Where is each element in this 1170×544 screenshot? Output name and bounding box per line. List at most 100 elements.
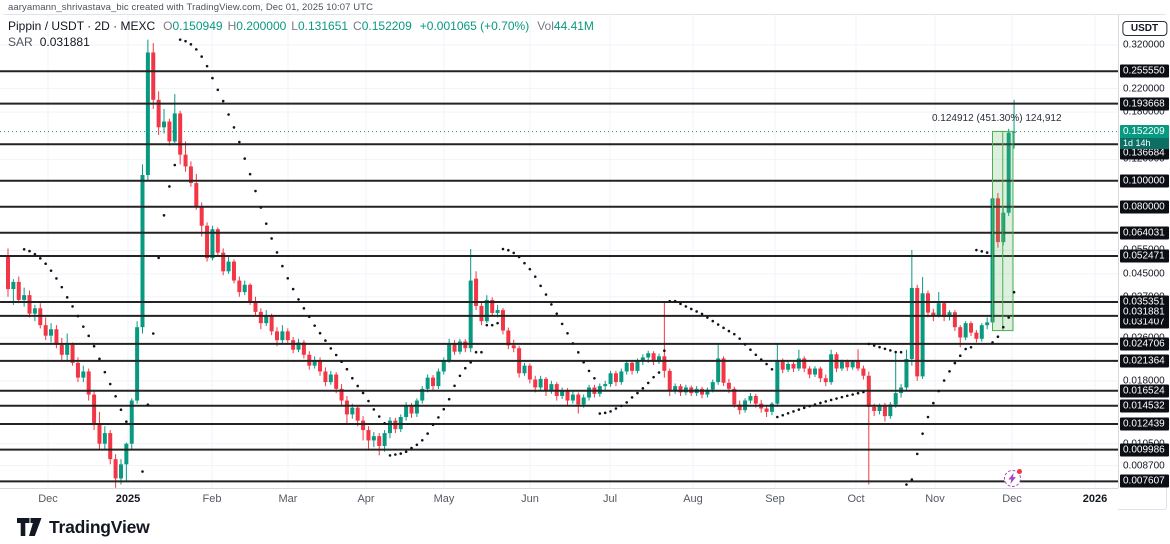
sar-dot [189, 43, 193, 46]
candle-body [909, 287, 914, 360]
sar-dot [404, 450, 408, 454]
sar-dot [985, 251, 989, 254]
candle-body [301, 342, 306, 355]
candle-body [457, 341, 462, 352]
indicator-legend[interactable]: SAR 0.031881 [8, 35, 90, 49]
candle-body [366, 430, 371, 441]
sar-dot [958, 354, 962, 358]
candle [355, 405, 360, 427]
price-level-badge: 0.014532 [1120, 399, 1169, 413]
candle-body [872, 406, 877, 411]
candle-body [382, 433, 387, 446]
candle [264, 310, 269, 326]
candle [425, 374, 430, 393]
lightning-event-icon[interactable] [1003, 469, 1022, 488]
candle [382, 430, 387, 452]
candle [97, 411, 102, 450]
candle-body [124, 443, 129, 465]
sar-dot [248, 172, 252, 176]
candle-body [947, 312, 952, 318]
sar-dot [781, 413, 785, 417]
sar-dot [345, 367, 349, 371]
sar-dot [281, 264, 284, 268]
candle-body [468, 280, 473, 349]
time-axis-label: Jul [602, 493, 618, 505]
sar-dot [313, 324, 316, 327]
candle [888, 402, 893, 419]
candle-body [748, 396, 753, 401]
symbol-title[interactable]: Pippin / USDT · 2D · MEXC [8, 19, 156, 33]
symbol-legend[interactable]: Pippin / USDT · 2D · MEXC O0.150949 H0.200… [8, 19, 594, 33]
sar-dot [238, 140, 241, 144]
candle [280, 325, 285, 344]
indicator-value: 0.031881 [39, 35, 90, 49]
candle-body [915, 287, 920, 377]
sar-dot [474, 350, 478, 354]
sar-dot [776, 415, 779, 419]
sar-dot [447, 397, 451, 401]
candle-body [796, 358, 801, 369]
chart-canvas[interactable]: Pippin / USDT · 2D · MEXC O0.150949 H0.200… [0, 15, 1118, 488]
candle-body [59, 344, 64, 355]
candle-body [764, 408, 769, 412]
price-level-badge: 0.024706 [1120, 337, 1169, 351]
candlestick-chart[interactable] [0, 15, 1118, 488]
candle-body [27, 295, 32, 314]
sar-dot [862, 390, 865, 394]
candle [65, 333, 70, 361]
candle [49, 323, 54, 343]
candle-body [344, 400, 349, 415]
sar-dot [915, 452, 919, 456]
candle [942, 301, 947, 322]
sar-dot [754, 353, 758, 357]
price-axis[interactable]: USDT 0.3200000.2200000.1800000.1200000.0… [1118, 15, 1170, 488]
sar-dot [566, 331, 569, 335]
currency-toggle-button[interactable]: USDT [1121, 21, 1168, 36]
candle-body [167, 121, 172, 142]
time-axis-label: Jun [521, 493, 539, 505]
candle-body [813, 368, 817, 375]
sar-dot [926, 415, 930, 419]
candle-body [484, 299, 489, 322]
sar-dot [539, 284, 542, 288]
sar-dot [759, 358, 763, 361]
sar-dot [501, 247, 505, 251]
candle [500, 307, 505, 335]
candle-body [544, 378, 548, 391]
sar-dot [948, 370, 951, 373]
candle [237, 276, 242, 297]
sar-dot [969, 345, 973, 349]
candle-body [102, 433, 107, 444]
candle-body [312, 360, 317, 366]
sar-dot [835, 397, 838, 400]
candle [925, 290, 930, 318]
sar-dot [587, 369, 591, 373]
sar-dot [1012, 290, 1016, 294]
sar-dot [878, 345, 881, 349]
time-axis-label: Mar [278, 493, 298, 505]
candle [823, 374, 828, 387]
candle-body [775, 360, 780, 404]
sar-dot [819, 401, 822, 405]
candle [700, 386, 705, 399]
candle-body [441, 360, 446, 372]
candle-body [630, 362, 635, 371]
candle [920, 277, 925, 379]
sar-dot [942, 379, 946, 382]
sar-dot [377, 415, 381, 418]
candle [242, 280, 247, 296]
sar-dot [598, 412, 602, 415]
sar-dot [108, 382, 112, 386]
time-axis[interactable]: Dec 2025 Feb Mar Apr May Jun Jul Aug Sep Oct Nov Dec… [0, 488, 1118, 510]
candle [1012, 99, 1017, 149]
candle [560, 387, 565, 400]
price-range-tool [992, 130, 1014, 332]
price-tick-label: 0.018000 [1123, 375, 1165, 387]
sar-dot [458, 374, 462, 378]
candle [328, 370, 333, 385]
candle [102, 426, 107, 450]
candle [371, 432, 376, 448]
candle-body [328, 374, 333, 383]
candle [452, 340, 457, 355]
sar-dot [65, 296, 69, 299]
